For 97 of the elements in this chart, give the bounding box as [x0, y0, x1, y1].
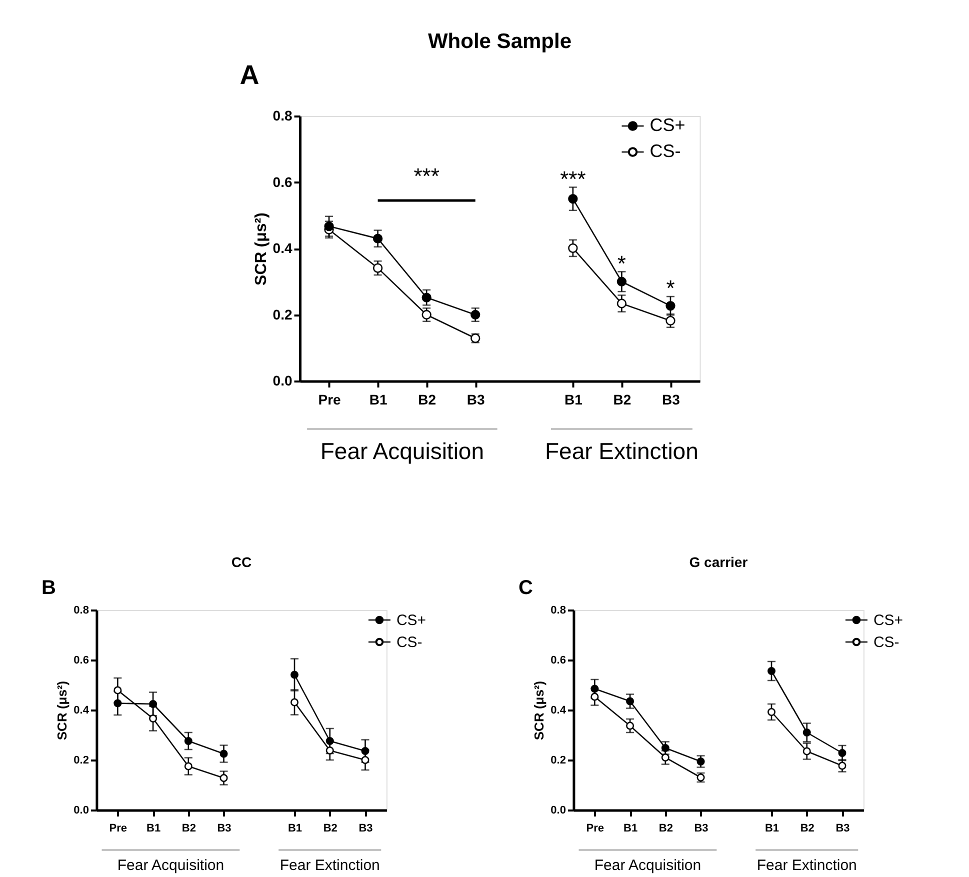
text: Fear Acquisition: [320, 438, 484, 464]
x-tick-label: B2: [658, 822, 673, 834]
y-axis-title: SCR (μs²): [532, 680, 547, 740]
point: [802, 728, 811, 736]
x-tick-label: B1: [764, 822, 780, 834]
point: [802, 747, 811, 756]
point: [220, 750, 228, 758]
chart-title: CC: [231, 554, 252, 570]
chart-title: G carrier: [689, 554, 748, 570]
text: Fear Acquisition: [594, 857, 702, 874]
point: [361, 756, 370, 764]
legend-label: CS+: [650, 115, 686, 135]
y-tick-label: 0.8: [74, 604, 89, 616]
point: [838, 749, 846, 757]
y-tick-label: 0.8: [550, 604, 566, 616]
point: [626, 697, 634, 706]
y-tick-label: 0.2: [550, 754, 566, 766]
text: A: [240, 60, 260, 90]
point: [616, 298, 627, 308]
annotation: ***: [414, 163, 440, 188]
y-tick-label: 0.6: [272, 174, 292, 190]
point: [372, 263, 383, 273]
y-tick-label: 0.4: [550, 704, 567, 716]
y-tick-label: 0.2: [272, 306, 292, 322]
legend-label: CS-: [650, 141, 681, 161]
point: [184, 762, 192, 770]
point: [422, 292, 432, 302]
y-tick-label: 0.0: [550, 804, 566, 816]
x-tick-label: B2: [800, 822, 814, 834]
text: C: [518, 577, 533, 599]
y-tick-label: 0.8: [272, 108, 292, 124]
x-tick-label: B3: [836, 822, 850, 834]
x-tick-label: B3: [466, 392, 486, 408]
y-tick-label: 0.2: [74, 754, 89, 766]
point: [324, 221, 334, 232]
point: [767, 667, 776, 675]
x-tick-label: B1: [564, 392, 583, 408]
text: B: [41, 577, 56, 599]
annotation: ***: [560, 166, 586, 192]
x-tick-label: B2: [613, 392, 632, 408]
x-tick-label: B2: [182, 822, 196, 834]
annotation: *: [617, 250, 626, 276]
y-tick-label: 0.4: [74, 704, 90, 716]
x-tick-label: Pre: [586, 822, 604, 834]
point: [616, 276, 627, 286]
point: [661, 744, 670, 752]
y-axis-title: SCR (μs²): [54, 680, 70, 740]
legend-label: CS+: [873, 612, 904, 629]
y-tick-label: 0.0: [272, 372, 292, 388]
point: [114, 699, 122, 708]
point: [326, 746, 334, 754]
text: Fear Extinction: [756, 857, 857, 874]
point: [767, 708, 776, 716]
point: [568, 243, 578, 253]
y-tick-label: 0.0: [74, 804, 89, 816]
y-tick-label: 0.4: [272, 240, 292, 256]
point: [696, 758, 705, 766]
point: [361, 747, 370, 755]
point: [184, 737, 192, 745]
x-tick-label: B1: [369, 392, 388, 408]
point: [326, 737, 334, 745]
y-tick-label: 0.6: [74, 654, 89, 666]
x-tick-label: B1: [288, 822, 302, 834]
point: [114, 686, 122, 694]
point: [590, 692, 599, 701]
point: [372, 234, 383, 244]
point: [470, 310, 480, 320]
point: [149, 700, 158, 708]
legend-label: CS-: [873, 634, 900, 651]
x-tick-label: B3: [694, 822, 708, 834]
text: Fear Acquisition: [117, 857, 224, 874]
y-axis-title: SCR (μs²): [252, 212, 270, 286]
x-tick-label: B3: [217, 822, 232, 834]
chart-title: Whole Sample: [428, 30, 572, 53]
x-tick-label: B3: [662, 392, 680, 408]
point: [590, 684, 599, 693]
point: [626, 722, 634, 730]
point: [666, 300, 676, 311]
point: [568, 194, 578, 204]
x-tick-label: B3: [358, 822, 373, 834]
legend-label: CS+: [396, 612, 426, 629]
point: [149, 714, 158, 722]
y-tick-label: 0.6: [550, 654, 566, 666]
x-tick-label: Pre: [318, 392, 342, 408]
point: [661, 754, 670, 762]
text: Fear Extinction: [545, 438, 698, 464]
legend-label: CS-: [396, 634, 422, 651]
x-tick-label: B1: [624, 822, 638, 834]
x-tick-label: B2: [418, 392, 436, 408]
text: Fear Extinction: [280, 857, 380, 874]
x-tick-label: B1: [146, 822, 161, 834]
x-tick-label: B2: [323, 822, 338, 834]
annotation: *: [666, 276, 676, 301]
point: [290, 698, 299, 706]
point: [290, 670, 299, 679]
point: [220, 774, 228, 782]
x-tick-label: Pre: [109, 822, 128, 834]
